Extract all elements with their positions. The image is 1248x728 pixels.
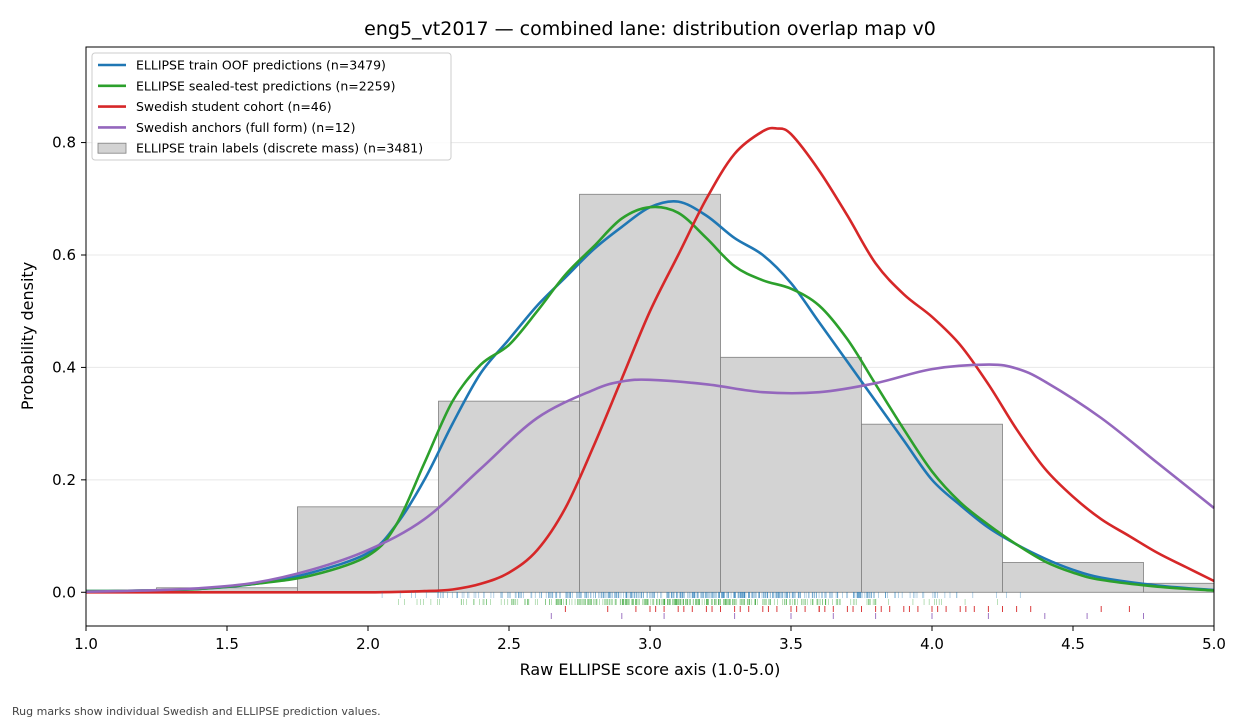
chart-title: eng5_vt2017 — combined lane: distributio… <box>364 18 936 40</box>
legend-swatch-4 <box>97 142 127 154</box>
x-tick-label-5: 3.5 <box>779 635 803 653</box>
rug-group-3 <box>550 613 1144 619</box>
legend-box <box>91 52 452 161</box>
footnote-caption: Rug marks show individual Swedish and EL… <box>12 705 381 718</box>
legend-label-4: ELLIPSE train labels (discrete mass) (n=… <box>136 141 423 156</box>
histogram-bar-5 <box>861 423 1003 593</box>
y-tick-label-4: 0.8 <box>52 134 76 152</box>
x-axis-label: Raw ELLIPSE score axis (1.0-5.0) <box>520 660 781 679</box>
y-tick-label-1: 0.2 <box>52 471 76 489</box>
x-tick-label-1: 1.5 <box>215 635 239 653</box>
histogram-bars <box>156 193 1215 593</box>
histogram-bar-4 <box>720 356 862 593</box>
legend-label-3: Swedish anchors (full form) (n=12) <box>136 120 355 135</box>
y-tick-label-2: 0.4 <box>52 358 76 376</box>
legend-label-1: ELLIPSE sealed-test predictions (n=2259) <box>136 78 395 93</box>
rug-group-0 <box>381 592 1021 598</box>
x-tick-label-0: 1.0 <box>74 635 98 653</box>
rug-marks <box>381 592 1144 619</box>
y-tick-label-3: 0.6 <box>52 246 76 264</box>
x-tick-label-2: 2.0 <box>356 635 380 653</box>
x-tick-label-3: 2.5 <box>497 635 521 653</box>
x-axis: 1.0 1.5 2.0 2.5 3.0 3.5 4.0 4.5 5.0 <box>74 626 1226 653</box>
y-tick-label-0: 0.0 <box>52 583 76 601</box>
x-tick-label-4: 3.0 <box>638 635 662 653</box>
x-tick-label-7: 4.5 <box>1061 635 1085 653</box>
rug-group-2 <box>564 606 1130 612</box>
histogram-bar-6 <box>1002 562 1144 593</box>
legend-label-2: Swedish student cohort (n=46) <box>136 99 332 114</box>
rug-group-1 <box>398 599 998 605</box>
series-line-2 <box>86 126 1215 594</box>
y-axis-label: Probability density <box>18 262 37 410</box>
histogram-bar-3 <box>579 193 721 593</box>
x-tick-label-8: 5.0 <box>1202 635 1226 653</box>
legend: ELLIPSE train OOF predictions (n=3479) EL… <box>91 52 452 161</box>
y-axis: 0.0 0.2 0.4 0.6 0.8 <box>52 134 86 601</box>
x-tick-label-6: 4.0 <box>920 635 944 653</box>
histogram-bar-2 <box>438 400 580 593</box>
series-line-3 <box>85 363 1215 593</box>
legend-label-0: ELLIPSE train OOF predictions (n=3479) <box>136 58 386 73</box>
series-line-0 <box>85 199 1215 593</box>
density-curves <box>85 126 1215 594</box>
